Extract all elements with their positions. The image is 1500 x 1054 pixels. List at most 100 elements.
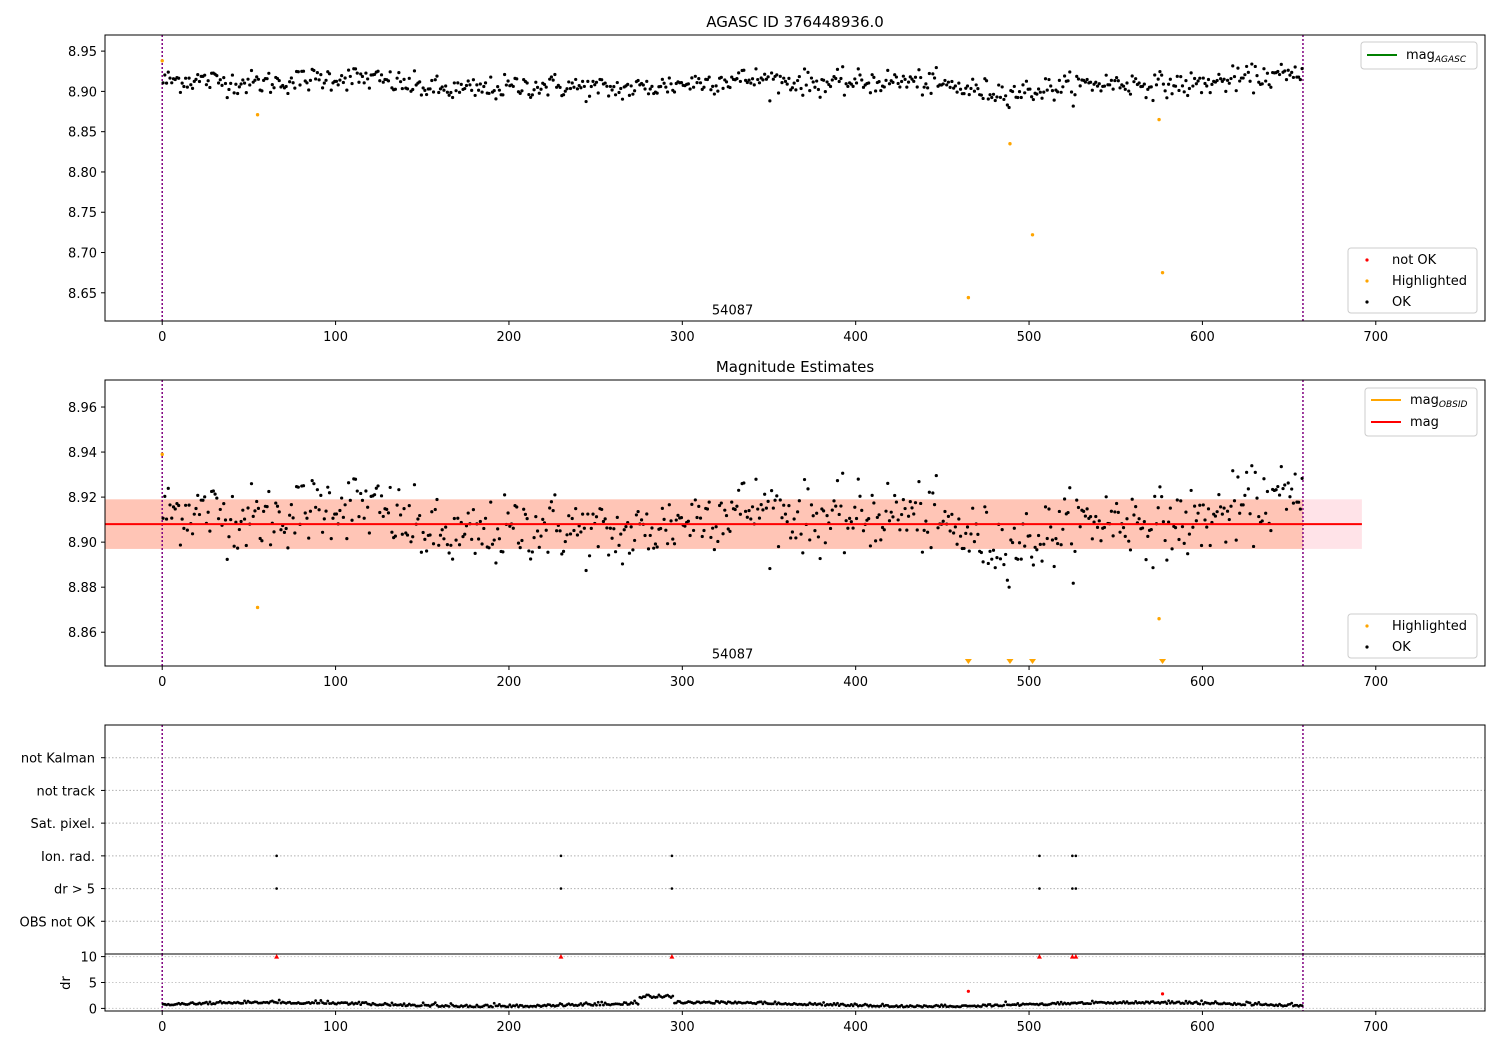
flag-point — [1075, 887, 1078, 890]
ok-point — [1285, 508, 1288, 511]
highlighted-point — [967, 296, 970, 299]
ok-point — [853, 77, 856, 80]
ok-point — [675, 518, 678, 521]
ok-point — [1195, 519, 1198, 522]
ok-point — [1118, 531, 1121, 534]
ok-point — [813, 86, 816, 89]
ok-point — [255, 500, 258, 503]
ok-point — [212, 489, 215, 492]
ok-point — [808, 538, 811, 541]
ok-point — [446, 91, 449, 94]
dr-point — [434, 1001, 437, 1004]
ok-point — [401, 533, 404, 536]
ok-point — [1228, 82, 1231, 85]
ok-point — [326, 486, 329, 489]
ok-point — [803, 478, 806, 481]
ok-point — [888, 82, 891, 85]
ok-point — [184, 504, 187, 507]
ok-point — [233, 91, 236, 94]
ok-point — [1207, 507, 1210, 510]
ok-point — [1056, 542, 1059, 545]
ok-point — [304, 511, 307, 514]
ok-point — [650, 85, 653, 88]
ok-point — [843, 94, 846, 97]
ok-point — [506, 79, 509, 82]
ok-point — [1222, 78, 1225, 81]
y-tick-label: 8.75 — [68, 206, 97, 221]
ok-point — [361, 75, 364, 78]
ok-point — [1209, 544, 1212, 547]
ok-point — [1231, 64, 1234, 67]
ok-point — [342, 516, 345, 519]
ok-point — [923, 86, 926, 89]
ok-point — [1146, 535, 1149, 538]
ok-point — [390, 531, 393, 534]
ok-point — [364, 71, 367, 74]
ok-point — [1099, 539, 1102, 542]
ok-point — [1113, 510, 1116, 513]
dr-point — [1200, 999, 1203, 1002]
ok-point — [546, 93, 549, 96]
ok-point — [1285, 78, 1288, 81]
ok-point — [1229, 77, 1232, 80]
ok-point — [621, 562, 624, 565]
ok-point — [749, 517, 752, 520]
ok-point — [1264, 79, 1267, 82]
ok-point — [841, 472, 844, 475]
ok-point — [1252, 545, 1255, 548]
ok-point — [850, 520, 853, 523]
ok-point — [751, 77, 754, 80]
ok-point — [285, 527, 288, 530]
ok-point — [321, 531, 324, 534]
ok-point — [493, 538, 496, 541]
ok-point — [822, 509, 825, 512]
y-tick-label: 8.85 — [68, 126, 97, 141]
ok-point — [1079, 525, 1082, 528]
ok-point — [553, 493, 556, 496]
ok-point — [645, 512, 648, 515]
ok-point — [389, 70, 392, 73]
ok-point — [817, 88, 820, 91]
ok-point — [723, 509, 726, 512]
ok-point — [1122, 526, 1125, 529]
flag-point — [275, 887, 278, 890]
ok-point — [1176, 498, 1179, 501]
ok-point — [711, 85, 714, 88]
ok-point — [470, 538, 473, 541]
ok-point — [1193, 505, 1196, 508]
ok-point — [520, 89, 523, 92]
ok-point — [406, 87, 409, 90]
ok-point — [318, 508, 321, 511]
dr-point — [836, 1002, 839, 1005]
ok-point — [999, 96, 1002, 99]
x-tick-label: 0 — [158, 675, 166, 690]
ok-point — [233, 545, 236, 548]
y-tick-label: 8.86 — [68, 626, 97, 641]
ok-point — [832, 499, 835, 502]
ok-point — [1016, 558, 1019, 561]
ok-point — [1262, 67, 1265, 70]
ok-point — [624, 525, 627, 528]
ok-point — [687, 520, 690, 523]
ok-point — [293, 87, 296, 90]
ok-point — [494, 561, 497, 564]
ok-point — [487, 92, 490, 95]
ok-point — [973, 540, 976, 543]
ok-point — [1280, 465, 1283, 468]
dr-point — [1167, 999, 1170, 1002]
ok-point — [666, 542, 669, 545]
ok-point — [706, 507, 709, 510]
ok-point — [161, 517, 164, 520]
ok-point — [389, 486, 392, 489]
ok-point — [477, 537, 480, 540]
ok-point — [980, 93, 983, 96]
x-tick-label: 200 — [497, 675, 522, 690]
ok-point — [843, 551, 846, 554]
ok-point — [695, 516, 698, 519]
ok-point — [368, 531, 371, 534]
ok-point — [772, 506, 775, 509]
ok-point — [621, 98, 624, 101]
ok-point — [1177, 538, 1180, 541]
ok-point — [760, 503, 763, 506]
ok-point — [780, 516, 783, 519]
